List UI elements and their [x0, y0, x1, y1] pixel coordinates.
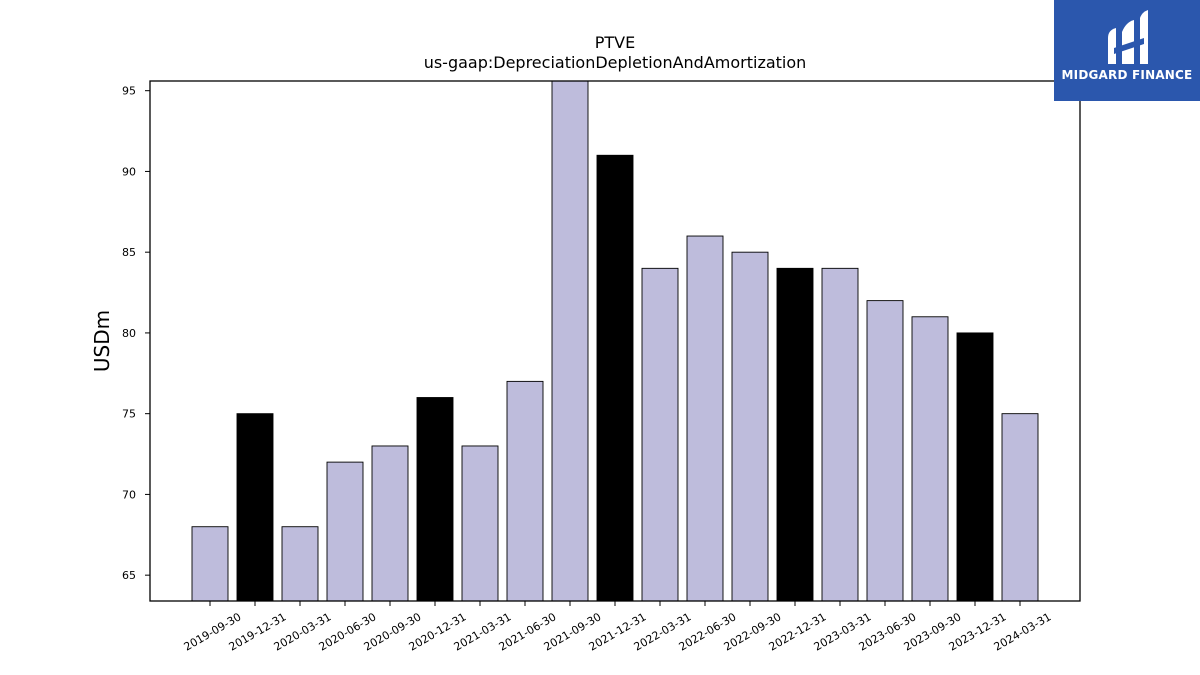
bar-2022-03-31 — [641, 267, 679, 602]
bar-2021-03-31 — [461, 445, 499, 602]
bar-2023-09-30 — [911, 316, 949, 602]
y-tick-label: 95 — [122, 85, 136, 98]
bar-2023-03-31 — [821, 267, 859, 602]
bar-2019-12-31 — [236, 413, 274, 602]
bar-2022-09-30 — [731, 251, 769, 602]
bar-2019-09-30 — [191, 526, 229, 602]
bar-2020-06-30 — [326, 461, 364, 602]
chart-subtitle: us-gaap:DepreciationDepletionAndAmortiza… — [424, 53, 807, 72]
y-tick-label: 70 — [122, 488, 136, 501]
bar-2023-12-31 — [956, 332, 994, 602]
y-tick-label: 75 — [122, 408, 136, 421]
bar-2022-12-31 — [776, 267, 814, 602]
chart-title: PTVE — [595, 33, 635, 52]
bar-2021-12-31 — [596, 154, 634, 602]
bar-2021-09-30 — [551, 80, 589, 602]
bar-2020-09-30 — [371, 445, 409, 602]
y-tick-label: 85 — [122, 246, 136, 259]
logo-mark-icon — [1108, 10, 1148, 64]
bar-2020-03-31 — [281, 526, 319, 602]
bar-2024-03-31 — [1001, 413, 1039, 602]
plot-frame — [149, 80, 1081, 602]
y-axis-ticks: 65 70 75 80 85 90 95 — [122, 85, 150, 582]
y-tick-label: 90 — [122, 165, 136, 178]
bars-group — [191, 80, 1039, 602]
bar-2020-12-31 — [416, 397, 454, 602]
logo-text: MIDGARD FINANCE — [1061, 68, 1193, 82]
bar-2022-06-30 — [686, 235, 724, 602]
company-logo: MIDGARD FINANCE — [1054, 0, 1200, 101]
bar-2023-06-30 — [866, 300, 904, 602]
bar-2021-06-30 — [506, 380, 544, 602]
y-axis-label: USDm — [90, 310, 114, 372]
x-axis-ticks: 2019-09-302019-12-312020-03-312020-06-30… — [182, 601, 1054, 654]
y-tick-label: 65 — [122, 569, 136, 582]
y-tick-label: 80 — [122, 327, 136, 340]
